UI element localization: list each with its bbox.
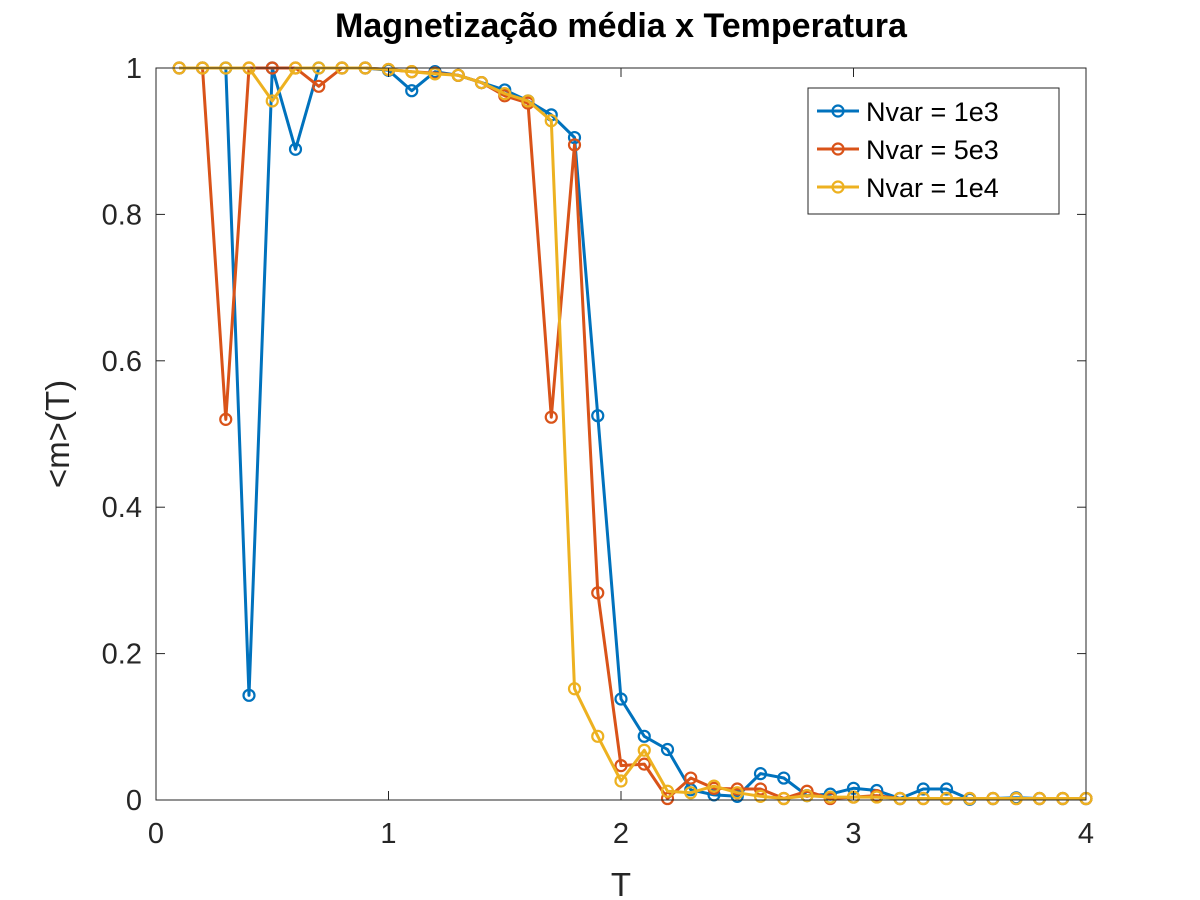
legend-label: Nvar = 5e3	[866, 135, 999, 165]
legend-label: Nvar = 1e4	[866, 173, 999, 203]
data-point	[567, 682, 582, 696]
data-point	[777, 791, 791, 806]
data-point	[893, 791, 907, 806]
chart-title: Magnetização média x Temperatura	[335, 7, 908, 45]
data-point	[1009, 791, 1023, 806]
data-point	[614, 692, 628, 706]
data-point	[521, 94, 535, 108]
data-point	[614, 774, 628, 788]
y-axis-label: <m>(T)	[39, 380, 76, 488]
data-point	[939, 791, 954, 806]
legend-marker	[831, 142, 845, 156]
data-point	[730, 789, 744, 803]
data-point	[963, 791, 977, 806]
data-point	[660, 791, 675, 806]
data-point	[474, 76, 489, 90]
data-point	[707, 779, 721, 793]
data-point	[753, 782, 768, 796]
data-point	[660, 742, 675, 757]
x-tick-label: 4	[1078, 818, 1094, 850]
x-tick-label: 3	[845, 818, 861, 850]
y-tick-label: 0.8	[102, 199, 142, 231]
legend-label: Nvar = 1e3	[866, 97, 999, 127]
x-tick-label: 1	[380, 818, 396, 850]
data-point	[614, 758, 628, 773]
data-point	[753, 767, 768, 781]
y-tick-label: 0.6	[102, 346, 142, 378]
data-point	[544, 114, 558, 128]
x-tick-label: 0	[148, 818, 164, 850]
data-point	[451, 68, 465, 82]
data-point	[800, 789, 814, 803]
data-point	[405, 84, 419, 98]
data-point	[242, 688, 256, 702]
data-point	[405, 65, 419, 79]
data-point	[498, 87, 512, 101]
legend-box	[807, 87, 1060, 215]
data-point	[916, 782, 930, 796]
data-point	[591, 729, 605, 743]
x-tick-label: 2	[613, 818, 629, 850]
y-tick-label: 1	[126, 53, 142, 85]
data-point	[870, 790, 884, 804]
data-point	[986, 791, 1000, 806]
data-point	[265, 94, 279, 108]
data-point	[823, 790, 837, 804]
data-point	[753, 789, 768, 803]
data-point	[567, 130, 582, 145]
data-point	[544, 410, 558, 424]
legend-marker	[831, 180, 845, 194]
data-point	[730, 786, 744, 800]
data-point	[1056, 791, 1070, 806]
data-point	[1032, 791, 1047, 806]
data-point	[591, 409, 605, 423]
axis-ticks: 0 1 2 3 4 0 0.2 0.4 0.6 0.8 1	[102, 53, 1094, 850]
data-point	[591, 586, 605, 600]
data-point	[730, 782, 744, 796]
data-point	[312, 79, 326, 93]
data-point	[567, 138, 582, 152]
data-point	[939, 782, 954, 796]
y-tick-label: 0.4	[102, 492, 142, 524]
data-point	[684, 771, 698, 785]
legend-marker	[831, 104, 845, 118]
data-point	[637, 757, 651, 771]
data-point	[660, 784, 675, 798]
y-tick-label: 0	[126, 785, 142, 817]
legend: Nvar = 1e3 Nvar = 5e3 Nvar = 1e4	[807, 87, 1060, 215]
data-point	[777, 771, 791, 785]
data-point	[916, 791, 930, 806]
data-point	[637, 729, 651, 743]
data-point	[637, 743, 651, 757]
y-tick-label: 0.2	[102, 639, 142, 671]
data-point	[219, 412, 233, 426]
x-axis-label: T	[611, 866, 631, 900]
data-point	[288, 142, 303, 156]
data-point	[684, 786, 698, 800]
